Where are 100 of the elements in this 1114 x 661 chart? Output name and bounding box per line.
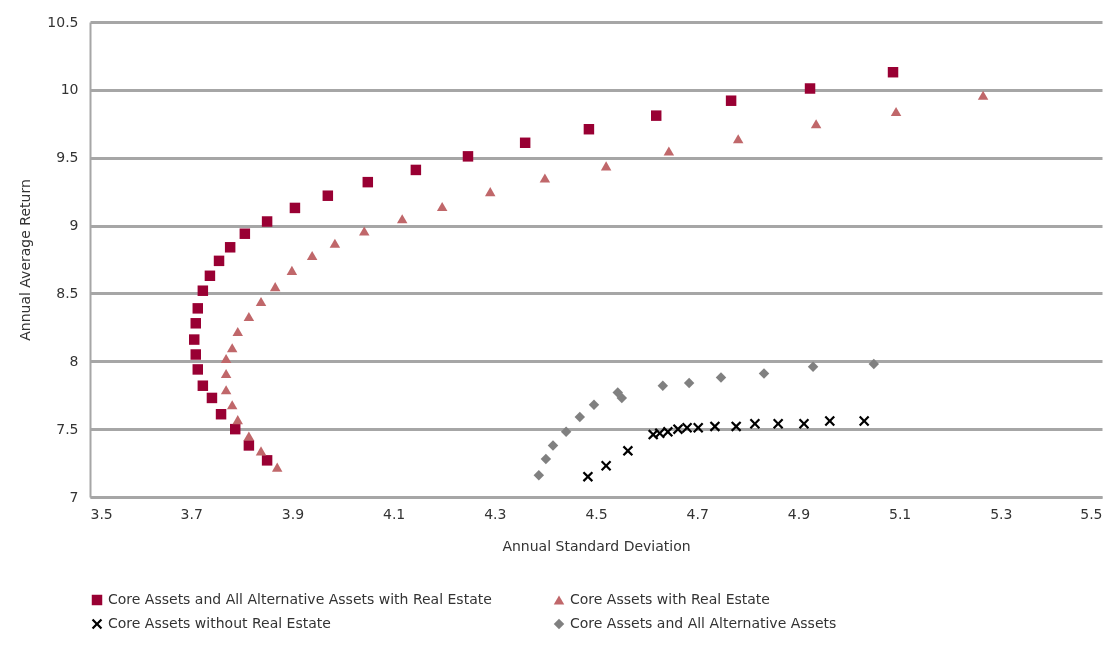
x-tick-label: 5.5 — [1080, 505, 1103, 522]
point — [220, 385, 232, 395]
point — [725, 95, 737, 106]
point — [261, 455, 273, 466]
point — [692, 422, 704, 434]
point — [239, 228, 251, 239]
point — [772, 418, 784, 429]
point — [868, 358, 880, 370]
point — [220, 354, 232, 364]
point — [192, 303, 204, 314]
point — [359, 226, 370, 236]
point — [462, 151, 474, 162]
point — [657, 380, 669, 391]
point — [243, 440, 255, 451]
y-tick-label: 10 — [60, 81, 79, 98]
y-tick-label: 7 — [69, 488, 79, 505]
point — [269, 282, 281, 292]
x-tick-label: 3.7 — [180, 505, 203, 522]
point — [215, 408, 227, 420]
point — [232, 415, 243, 425]
point — [616, 392, 628, 404]
point — [190, 349, 201, 360]
point — [650, 110, 662, 121]
point — [519, 137, 531, 149]
legend-label: Core Assets and All Alternative Assets with Real Estate — [108, 591, 492, 607]
point — [622, 445, 634, 457]
point — [436, 202, 448, 212]
point — [289, 202, 301, 214]
point — [255, 297, 267, 307]
x-tick-label: 4.3 — [484, 505, 507, 522]
point — [887, 66, 899, 78]
legend-label: Core Assets with Real Estate — [570, 591, 770, 607]
point — [824, 415, 836, 427]
point — [261, 216, 273, 227]
x-tick-label: 4.7 — [686, 505, 709, 522]
point — [192, 364, 204, 375]
point — [540, 453, 552, 465]
point — [188, 334, 200, 345]
point — [798, 418, 810, 429]
point — [255, 446, 267, 456]
point — [485, 187, 496, 197]
y-tick-label: 10.5 — [47, 13, 79, 30]
x-tick-label: 5.3 — [990, 505, 1013, 522]
point — [243, 431, 255, 441]
point — [220, 368, 232, 379]
point — [583, 123, 595, 135]
point — [226, 400, 238, 410]
point — [681, 422, 693, 434]
point — [858, 415, 870, 427]
point — [197, 285, 209, 296]
point — [197, 380, 209, 391]
legend-label: Core Assets without Real Estate — [108, 615, 331, 631]
point — [683, 377, 695, 389]
point — [600, 161, 612, 171]
y-tick-label: 7.5 — [56, 420, 79, 437]
point — [560, 426, 572, 438]
y-tick-label: 9.5 — [56, 149, 79, 166]
x-tick-label: 4.9 — [787, 505, 811, 522]
x-tick-label: 4.5 — [585, 505, 608, 522]
point — [306, 250, 318, 260]
point — [533, 470, 545, 481]
point — [588, 399, 600, 410]
x-tick-label: 3.9 — [281, 505, 305, 522]
point — [410, 164, 422, 176]
point — [758, 368, 770, 379]
point — [396, 214, 408, 224]
point — [804, 83, 816, 94]
point — [213, 255, 225, 267]
point — [229, 423, 241, 435]
point — [977, 90, 989, 100]
y-tick-label: 9 — [69, 217, 79, 234]
point — [709, 421, 721, 432]
x-tick-label: 5.1 — [888, 505, 912, 522]
point — [206, 392, 218, 404]
point — [730, 421, 742, 432]
point — [715, 372, 727, 383]
legend-label: Core Assets and All Alternative Assets — [570, 615, 837, 631]
x-tick-label: 4.1 — [382, 505, 406, 522]
point — [322, 190, 334, 201]
point — [732, 134, 744, 144]
point — [232, 326, 243, 336]
point — [574, 411, 586, 423]
y-tick-label: 8 — [69, 352, 79, 369]
x-tick-label: 3.5 — [90, 505, 113, 522]
point — [810, 119, 822, 129]
point — [286, 265, 298, 275]
y-axis-title: Annual Average Return — [17, 179, 34, 341]
y-tick-label: 8.5 — [56, 284, 79, 301]
point — [600, 460, 612, 472]
point — [190, 318, 201, 329]
point — [226, 343, 238, 353]
point — [329, 238, 341, 248]
point — [204, 270, 216, 282]
point — [654, 427, 665, 439]
point — [362, 176, 374, 188]
point — [662, 426, 674, 438]
point — [672, 423, 684, 435]
point — [243, 311, 255, 322]
point — [890, 107, 902, 117]
point — [539, 173, 551, 183]
